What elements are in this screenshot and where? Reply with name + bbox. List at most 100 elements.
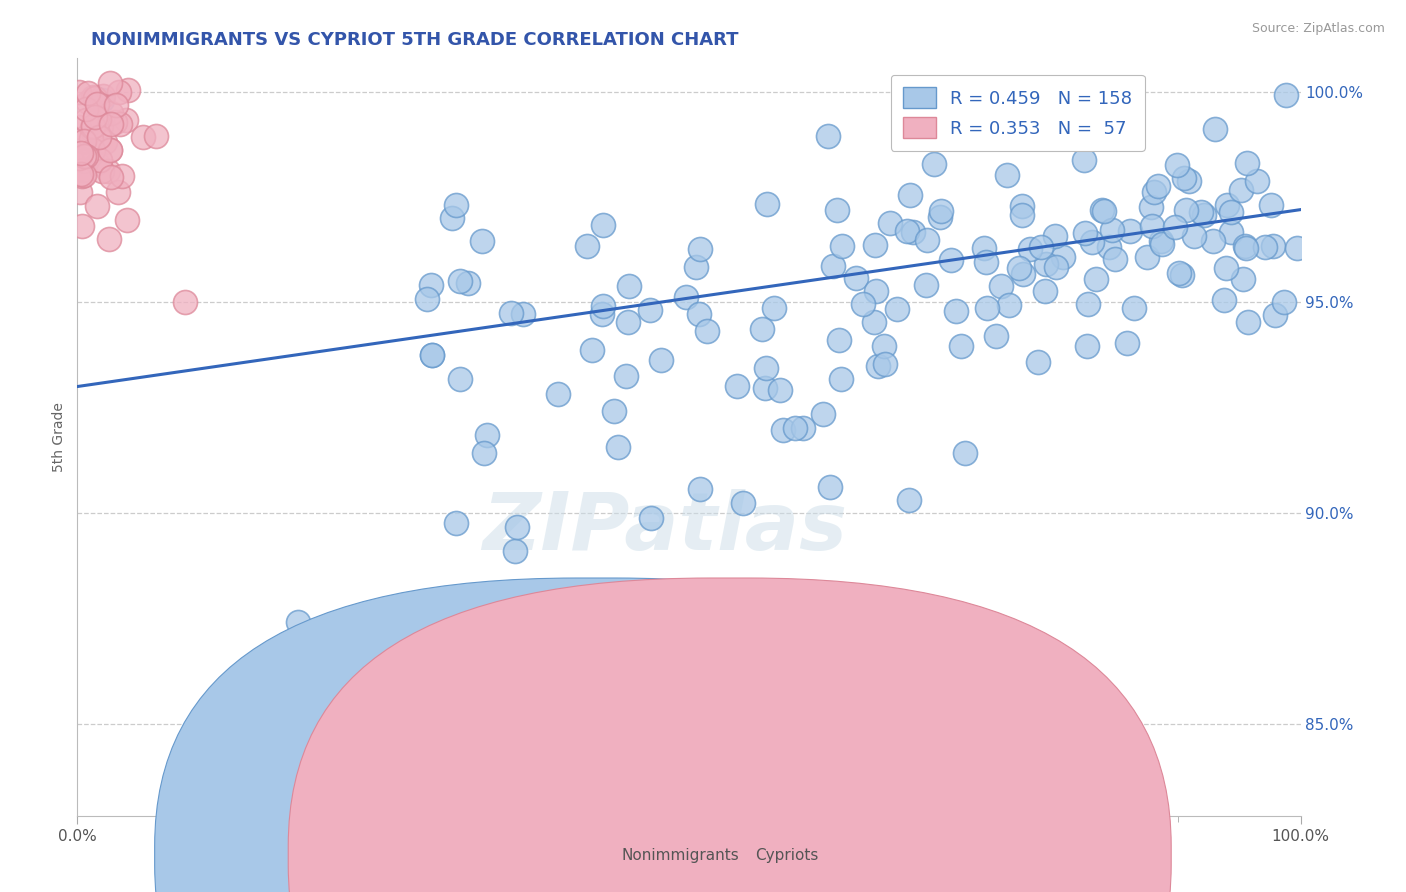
Point	[1026, 355, 1049, 369]
Point	[1101, 223, 1123, 237]
Point	[821, 259, 844, 273]
Point	[689, 242, 711, 256]
Point	[145, 129, 167, 144]
Point	[1216, 198, 1239, 212]
Point	[785, 420, 807, 434]
Point	[1098, 240, 1121, 254]
Point	[1076, 339, 1098, 353]
Point	[449, 372, 471, 386]
Point	[1177, 173, 1199, 187]
Y-axis label: 5th Grade: 5th Grade	[52, 402, 66, 472]
Point	[614, 368, 637, 383]
Point	[1083, 118, 1105, 132]
Point	[1285, 241, 1308, 255]
Text: ZIPatlas: ZIPatlas	[482, 489, 846, 567]
Point	[98, 143, 121, 157]
Point	[575, 238, 598, 252]
Point	[73, 134, 96, 148]
Point	[1234, 239, 1257, 253]
Point	[1119, 223, 1142, 237]
Point	[84, 110, 107, 124]
Point	[1152, 237, 1174, 252]
Point	[792, 421, 814, 435]
Point	[77, 87, 100, 101]
Point	[955, 446, 977, 460]
Point	[547, 387, 569, 401]
Point	[80, 132, 103, 146]
Point	[91, 164, 114, 178]
Point	[1012, 267, 1035, 281]
Point	[1167, 266, 1189, 280]
Point	[132, 130, 155, 145]
Point	[471, 235, 494, 249]
Point	[619, 278, 641, 293]
Point	[67, 152, 90, 166]
Point	[174, 295, 197, 310]
Point	[86, 155, 108, 169]
Point	[1236, 156, 1258, 170]
Point	[449, 273, 471, 287]
Point	[1232, 272, 1254, 286]
Point	[689, 483, 711, 497]
Point	[755, 361, 778, 376]
Point	[1035, 257, 1057, 271]
Point	[1204, 122, 1226, 136]
Point	[1189, 205, 1212, 219]
Point	[845, 271, 868, 285]
Point	[84, 91, 107, 105]
Point	[896, 224, 918, 238]
Point	[818, 480, 841, 494]
Point	[990, 279, 1012, 293]
Point	[91, 89, 114, 103]
Point	[117, 83, 139, 97]
Point	[901, 225, 924, 239]
Point	[475, 427, 498, 442]
Point	[1084, 271, 1107, 285]
Point	[506, 519, 529, 533]
Point	[82, 123, 104, 137]
Point	[898, 188, 921, 202]
Point	[976, 255, 998, 269]
Point	[976, 301, 998, 315]
Point	[1182, 228, 1205, 243]
Point	[995, 168, 1018, 182]
Point	[420, 348, 443, 362]
Point	[1264, 309, 1286, 323]
Point	[1234, 241, 1257, 255]
Point	[1140, 219, 1163, 234]
Point	[696, 324, 718, 338]
Text: NONIMMIGRANTS VS CYPRIOT 5TH GRADE CORRELATION CHART: NONIMMIGRANTS VS CYPRIOT 5TH GRADE CORRE…	[91, 31, 740, 49]
Point	[72, 163, 94, 178]
Point	[1230, 183, 1253, 197]
Point	[875, 357, 897, 371]
Point	[939, 253, 962, 268]
Point	[1136, 251, 1159, 265]
Point	[1220, 204, 1243, 219]
Point	[76, 95, 98, 109]
Point	[1029, 240, 1052, 254]
Point	[82, 143, 104, 157]
Point	[879, 216, 901, 230]
Point	[1011, 199, 1033, 213]
Point	[98, 143, 121, 157]
Point	[67, 85, 90, 99]
Point	[1275, 88, 1298, 103]
Point	[945, 304, 967, 318]
Point	[82, 119, 104, 133]
Point	[852, 297, 875, 311]
Legend: R = 0.459   N = 158, R = 0.353   N =  57: R = 0.459 N = 158, R = 0.353 N = 57	[890, 75, 1144, 151]
Point	[772, 423, 794, 437]
Point	[70, 167, 93, 181]
Point	[1166, 158, 1188, 172]
Point	[420, 348, 443, 362]
Point	[1104, 252, 1126, 267]
Point	[107, 186, 129, 200]
Point	[416, 293, 439, 307]
Point	[725, 379, 748, 393]
Point	[287, 615, 309, 630]
Point	[915, 233, 938, 247]
Point	[103, 115, 125, 129]
Point	[1212, 293, 1234, 308]
Point	[1008, 261, 1031, 276]
Point	[592, 299, 614, 313]
